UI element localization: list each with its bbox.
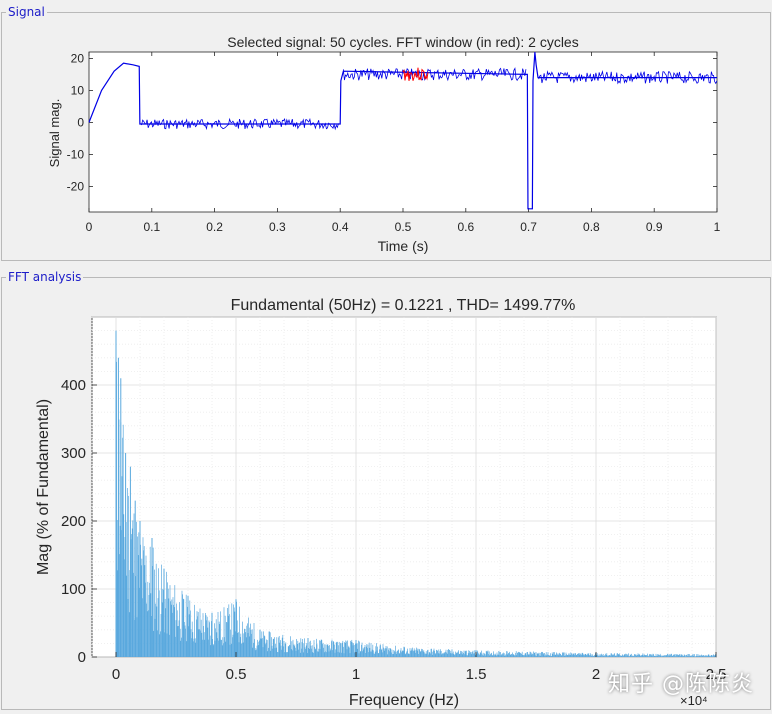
signal-x-tick-label: 0.2: [206, 220, 223, 234]
signal-noise: [140, 67, 718, 131]
signal-panel: [1, 12, 771, 261]
signal-x-tick-label: 0.5: [395, 220, 412, 234]
fft-x-tick-label: 1: [352, 666, 360, 683]
fft-y-tick-label: 400: [61, 377, 86, 394]
signal-x-tick-label: 0.6: [457, 220, 474, 234]
fft-x-tick-label: 1.5: [466, 666, 487, 683]
signal-y-tick-label: -10: [67, 147, 85, 161]
watermark-logo: 知乎 @陈陈炎: [608, 672, 754, 697]
fft-chart-title: Fundamental (50Hz) = 0.1221 , THD= 1499.…: [231, 297, 576, 314]
signal-x-tick-label: 0.3: [269, 220, 286, 234]
signal-x-tick-label: 0: [86, 220, 93, 234]
fft-x-label: Frequency (Hz): [349, 692, 459, 709]
signal-x-tick-label: 0.1: [143, 220, 160, 234]
signal-trace: [88, 51, 717, 210]
signal-x-tick-label: 0.4: [332, 220, 349, 234]
fft-x-tick-label: 2: [592, 666, 600, 683]
fft-y-tick-label: 100: [61, 581, 86, 598]
signal-noise-segment: [342, 67, 527, 82]
fft-panel: [1, 277, 771, 710]
signal-chart-title: Selected signal: 50 cycles. FFT window (…: [227, 34, 578, 50]
signal-y-tick-label: 10: [71, 83, 85, 97]
fft-panel-title: FFT analysis: [6, 270, 84, 284]
fft-y-tick-label: 0: [78, 649, 86, 666]
fft-y-label: Mag (% of Fundamental): [35, 399, 52, 575]
fft-x-tick-label: 2.5: [706, 666, 727, 683]
signal-x-label: Time (s): [378, 238, 429, 254]
fft-x-exponent: ×10⁴: [680, 693, 708, 708]
signal-panel-title: Signal: [6, 5, 47, 19]
signal-y-ticks: 20 10 0 -10 -20: [67, 51, 717, 193]
signal-x-tick-label: 1: [714, 220, 721, 234]
signal-y-tick-label: 20: [71, 51, 85, 65]
signal-x-tick-label: 0.9: [646, 220, 663, 234]
fft-y-tick-label: 200: [61, 513, 86, 530]
signal-y-tick-label: -20: [67, 179, 85, 193]
signal-y-label: Signal mag.: [47, 99, 62, 168]
fft-x-tick-label: 0.5: [226, 666, 247, 683]
signal-x-tick-label: 0.7: [520, 220, 537, 234]
signal-x-ticks: 0 0.1 0.2 0.3 0.4 0.5 0.6 0.7 0.8 0.9 1: [86, 52, 721, 234]
fft-x-ticks: 0 0.5 1 1.5 2 2.5: [112, 652, 727, 683]
signal-y-tick-label: 0: [77, 115, 84, 129]
fft-y-ticks: 0 100 200 300 400: [61, 377, 97, 666]
fft-x-tick-label: 0: [112, 666, 120, 683]
signal-noise-segment: [140, 117, 339, 131]
fft-window-highlight: [402, 67, 429, 82]
fft-bars: [115, 330, 717, 657]
fft-window-trace: [402, 67, 429, 82]
fft-y-tick-label: 300: [61, 445, 86, 462]
signal-x-tick-label: 0.8: [583, 220, 600, 234]
fft-plot-area[interactable]: [91, 316, 717, 658]
signal-noise-segment: [538, 70, 718, 85]
